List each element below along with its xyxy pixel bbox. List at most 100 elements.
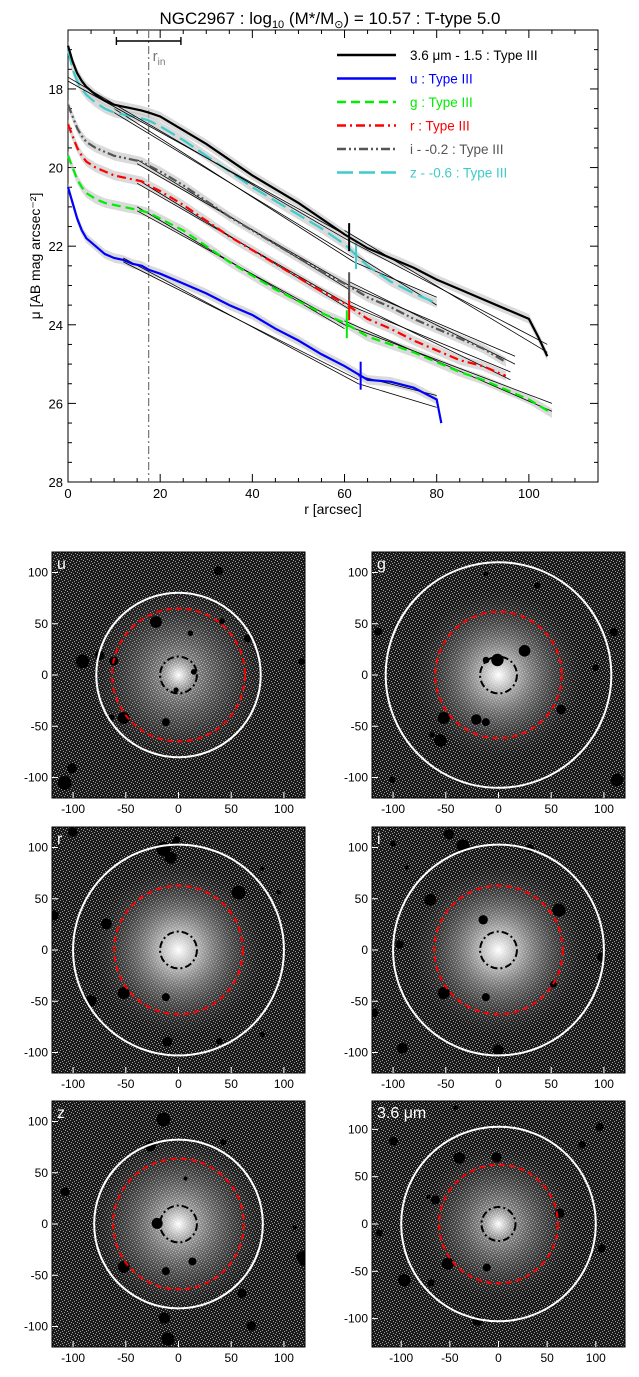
fit-line [348, 304, 511, 373]
mask-blob [556, 704, 566, 715]
inner-circle [479, 930, 518, 970]
mask-blob [52, 910, 59, 921]
x-tick-label: -100 [381, 1077, 405, 1091]
y-tick-label: -100 [344, 771, 368, 785]
mask-blob [117, 1261, 130, 1274]
x-tick-label: 0 [495, 1351, 502, 1365]
mask-blob [429, 732, 435, 738]
y-tick-label: 50 [35, 1166, 49, 1180]
mask-blob [404, 865, 409, 870]
x-tick-label: 100 [594, 802, 614, 816]
mask-blob [437, 712, 450, 725]
y-tick-label: 100 [348, 841, 368, 855]
galaxy-light [91, 863, 266, 1037]
mask-blob [156, 1112, 171, 1127]
galaxy-light [418, 1143, 579, 1305]
x-tick-label: 20 [153, 486, 167, 501]
image-area [372, 1101, 625, 1347]
x-tick-label: 50 [545, 802, 559, 816]
inner-circle [159, 1204, 198, 1244]
mask-blob [162, 1036, 173, 1047]
x-tick-label: -100 [61, 1077, 85, 1091]
legend-label: 3.6 μm - 1.5 : Type III [410, 48, 538, 63]
y-axis-label: μ [AB mag arcsec⁻²] [27, 193, 43, 320]
title-name: NGC2967 : log [159, 9, 271, 28]
plot-frame [67, 29, 599, 483]
mask-blob [183, 1176, 188, 1181]
y-tick-label: -50 [351, 994, 369, 1008]
x-tick-label: -50 [117, 802, 135, 816]
mask-blob [161, 1332, 175, 1346]
legend-label: r : Type III [410, 119, 470, 134]
mask-blob [397, 1273, 411, 1287]
mask-blob [215, 1037, 223, 1045]
mask-blob [552, 903, 566, 917]
y-tick-label: 50 [35, 892, 49, 906]
y-tick-label: 24 [49, 318, 63, 333]
x-tick-label: 60 [337, 486, 351, 501]
y-tick-label: 50 [35, 617, 49, 631]
mask-blob [243, 634, 252, 643]
mask-blob [60, 1187, 70, 1197]
series-u-group [66, 182, 443, 428]
mask-blob [518, 645, 531, 657]
series-line [66, 186, 443, 424]
x-tick-label: 0 [64, 486, 71, 501]
mask-blob [57, 776, 72, 790]
outer-circle [93, 1138, 264, 1310]
galaxy-light [413, 589, 584, 761]
mask-blob [388, 776, 396, 784]
x-tick-label: -100 [389, 1351, 413, 1365]
mask-blob [220, 1139, 227, 1146]
break-circle [434, 610, 563, 740]
y-tick-label: -50 [351, 719, 369, 733]
series-r-group [66, 119, 511, 381]
mask-blob [481, 993, 490, 1002]
mask-blob [427, 1279, 435, 1287]
error-band [68, 44, 437, 308]
y-tick-label: -50 [31, 1268, 49, 1282]
x-tick-label: -100 [61, 802, 85, 816]
mask-blob [298, 658, 305, 665]
image-area [52, 827, 305, 1073]
legend-label: i - -0.2 : Type III [410, 142, 504, 157]
legend-label: z - -0.6 : Type III [410, 166, 507, 181]
mask-blob [259, 866, 265, 871]
y-tick-label: -100 [24, 771, 48, 785]
y-tick-label: -100 [24, 1320, 48, 1334]
mask-blob [434, 734, 447, 747]
mask-blob [397, 1042, 408, 1054]
x-tick-label: 100 [274, 1077, 294, 1091]
image-area [372, 827, 625, 1073]
y-tick-label: 22 [49, 239, 63, 254]
image-area [372, 552, 625, 798]
mask-blob [453, 1105, 458, 1111]
series-g-group [66, 151, 553, 418]
x-tick-label: 100 [274, 802, 294, 816]
series-i-group [66, 99, 516, 367]
y-tick-label: 0 [361, 943, 368, 957]
mask-blob [471, 714, 482, 725]
mask-blob [492, 1044, 504, 1056]
panel-label: i [377, 831, 381, 848]
error-band [68, 182, 442, 428]
y-tick-label: 20 [49, 161, 63, 176]
y-tick-label: 50 [355, 1170, 369, 1184]
mask-blob [213, 566, 223, 576]
title-mass: (M*/M [284, 9, 334, 28]
image-panel-i: i -100 -50 0 50 100 100 50 0 -50 -100 [344, 826, 626, 1091]
series-line [66, 123, 507, 377]
r-in-label: rin [153, 48, 166, 68]
y-tick-label: 100 [28, 566, 48, 580]
break-circle [438, 1163, 559, 1285]
x-tick-label: 50 [225, 1351, 239, 1365]
legend-label: u : Type III [410, 72, 473, 87]
x-tick-label: 50 [225, 1077, 239, 1091]
image-panel-z: z -100 -50 0 50 100 100 50 0 -50 -100 [24, 1100, 306, 1365]
mask-blob [259, 1031, 265, 1038]
y-tick-label: -100 [24, 1046, 48, 1060]
r-in-label-sub: in [158, 57, 166, 68]
mask-blob [75, 654, 90, 669]
mask-blob [188, 1257, 197, 1266]
